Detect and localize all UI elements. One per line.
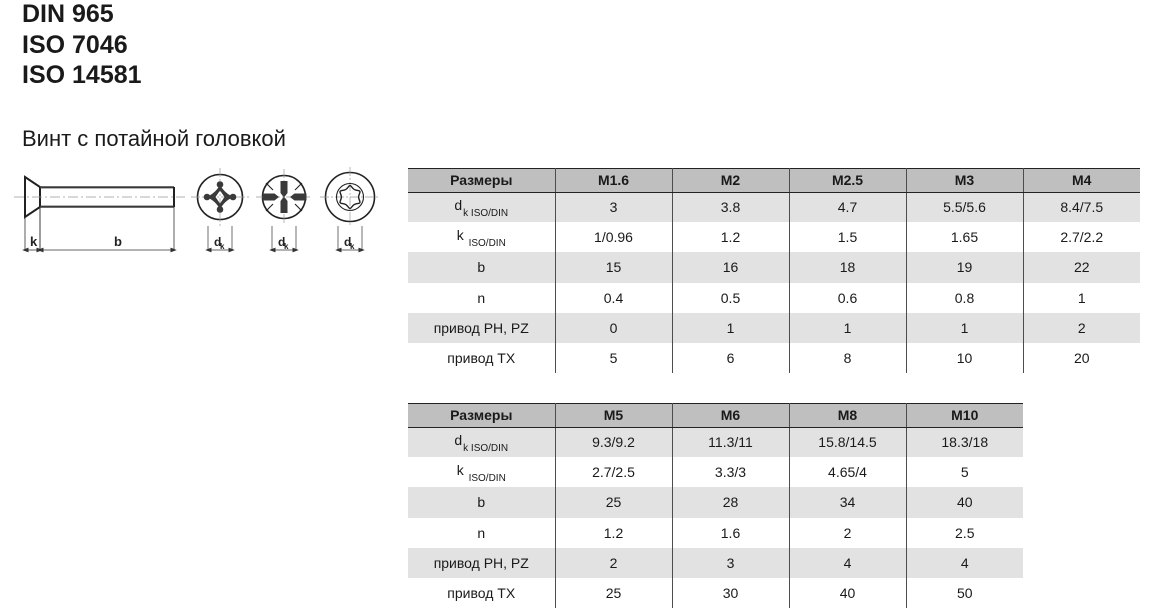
svg-text:k: k <box>284 242 289 251</box>
svg-text:b: b <box>114 234 122 249</box>
svg-text:k: k <box>30 234 38 249</box>
svg-text:k: k <box>220 242 225 251</box>
svg-text:k: k <box>350 242 355 251</box>
